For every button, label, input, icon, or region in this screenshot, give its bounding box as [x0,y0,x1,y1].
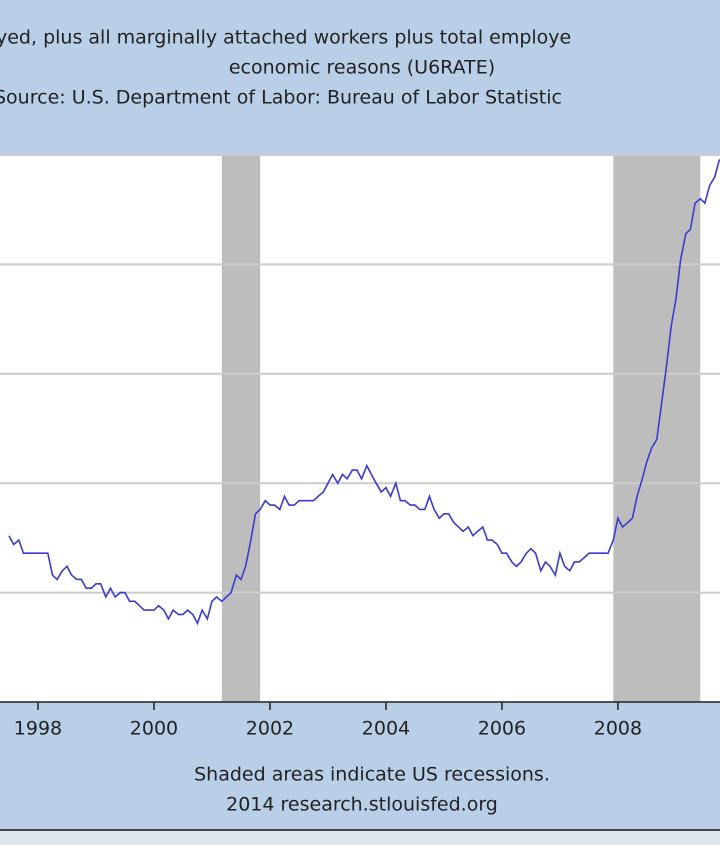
x-tick-label: 2008 [594,718,642,740]
x-tick-label: 2002 [246,718,294,740]
x-tick-label: 2006 [478,718,526,740]
recession-band [613,155,701,702]
chart-title: yed, plus all marginally attached worker… [0,27,571,49]
plot-area [0,155,720,702]
x-tick-label: 2004 [362,718,410,740]
chart-title: economic reasons (U6RATE) [229,57,495,79]
footnote: Shaded areas indicate US recessions. [194,764,550,786]
x-tick-label: 1998 [14,718,62,740]
recession-band [221,155,261,702]
source: Source: U.S. Department of Labor: Bureau… [0,87,562,109]
data-line [8,159,720,626]
x-tick-label: 2000 [130,718,178,740]
credit: 2014 research.stlouisfed.org [226,794,498,816]
